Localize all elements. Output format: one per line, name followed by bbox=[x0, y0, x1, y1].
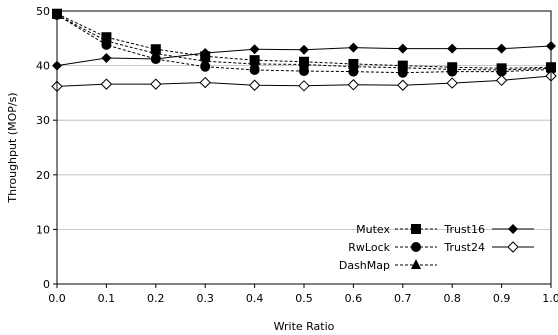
series-markers bbox=[51, 8, 557, 93]
x-tick-label: 0.6 bbox=[345, 292, 363, 305]
y-axis-title: Throughput (MOP/s) bbox=[6, 92, 19, 203]
data-point-trust24 bbox=[298, 80, 310, 92]
legend-marker-dashmap bbox=[411, 259, 421, 269]
data-point-trust24 bbox=[495, 74, 508, 87]
legend-label-trust16: Trust16 bbox=[443, 223, 485, 236]
x-tick-label: 0.4 bbox=[246, 292, 264, 305]
x-tick-label: 0.8 bbox=[443, 292, 461, 305]
data-point-trust16 bbox=[496, 43, 507, 54]
series-line-rwlock bbox=[56, 14, 552, 74]
data-point-dashmap bbox=[348, 60, 359, 71]
legend-label-mutex: Mutex bbox=[356, 223, 390, 236]
x-tick-label: 0.3 bbox=[196, 292, 214, 305]
data-point-trust24 bbox=[397, 79, 409, 91]
data-point-dashmap bbox=[101, 35, 112, 46]
legend: Mutex RwLock DashMap Trust16 Trust24 bbox=[339, 223, 534, 272]
axis-ticks: 0 10 20 30 40 50 0.0 0.1 0.2 0.3 0.4 0.5 0.6 0.7 0.8 0.… bbox=[36, 5, 558, 305]
y-tick-label: 0 bbox=[43, 278, 50, 291]
data-point-dashmap bbox=[496, 63, 507, 74]
legend-marker-mutex bbox=[411, 224, 421, 234]
x-tick-label: 0.5 bbox=[295, 292, 313, 305]
y-tick-label: 20 bbox=[36, 169, 50, 182]
x-tick-label: 1.0 bbox=[542, 292, 558, 305]
legend-label-trust24: Trust24 bbox=[443, 241, 485, 254]
data-point-trust16 bbox=[397, 43, 408, 54]
data-point-dashmap bbox=[200, 55, 211, 66]
x-tick-label: 0.0 bbox=[48, 292, 66, 305]
legend-marker-rwlock bbox=[411, 242, 421, 252]
data-point-trust16 bbox=[447, 43, 458, 54]
y-tick-label: 50 bbox=[36, 5, 50, 18]
data-point-trust16 bbox=[348, 42, 359, 53]
x-tick-label: 0.7 bbox=[394, 292, 412, 305]
x-tick-label: 0.9 bbox=[493, 292, 511, 305]
data-point-trust16 bbox=[101, 52, 112, 63]
y-tick-label: 30 bbox=[36, 114, 50, 127]
data-point-dashmap bbox=[299, 58, 309, 69]
legend-marker-trust16 bbox=[508, 224, 518, 234]
data-point-dashmap bbox=[397, 61, 408, 72]
data-point-trust24 bbox=[150, 78, 162, 90]
data-point-trust16 bbox=[150, 54, 161, 65]
y-tick-label: 40 bbox=[36, 60, 50, 73]
data-point-rwlock bbox=[299, 66, 309, 77]
data-point-trust16 bbox=[200, 48, 211, 59]
data-point-trust24 bbox=[248, 79, 261, 91]
data-point-trust16 bbox=[249, 44, 260, 55]
x-tick-label: 0.1 bbox=[98, 292, 116, 305]
data-point-trust24 bbox=[199, 76, 211, 89]
data-point-dashmap bbox=[150, 47, 161, 58]
legend-marker-trust24 bbox=[507, 241, 519, 253]
data-point-dashmap bbox=[447, 63, 458, 74]
data-point-trust16 bbox=[299, 44, 309, 55]
data-point-dashmap bbox=[249, 57, 260, 68]
legend-label-rwlock: RwLock bbox=[348, 241, 390, 254]
y-tick-label: 10 bbox=[36, 223, 50, 236]
data-point-trust24 bbox=[347, 79, 360, 91]
x-tick-label: 0.2 bbox=[147, 292, 165, 305]
data-point-trust24 bbox=[446, 77, 458, 89]
x-axis-title: Write Ratio bbox=[274, 320, 335, 333]
data-point-trust24 bbox=[100, 78, 113, 90]
legend-label-dashmap: DashMap bbox=[339, 259, 390, 272]
